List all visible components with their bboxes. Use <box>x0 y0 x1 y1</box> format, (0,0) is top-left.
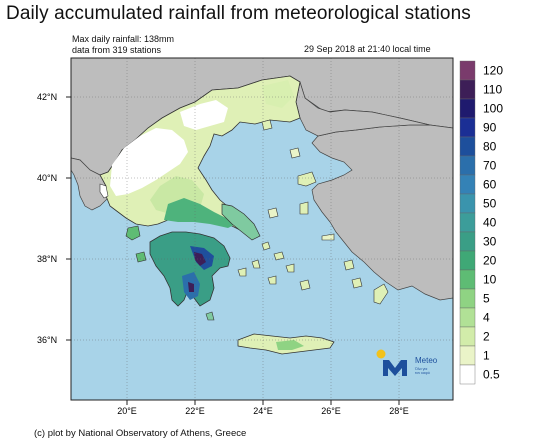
lat-label-38: 38°N <box>37 254 57 264</box>
legend-swatch-50 <box>459 193 476 214</box>
east-thrace-land <box>295 81 431 137</box>
legend-swatch-1 <box>459 345 476 366</box>
legend-swatch-120 <box>459 60 476 81</box>
dodecanese-1 <box>343 259 355 271</box>
legend-label-4: 4 <box>483 311 490 325</box>
rainfall-legend: 120 110 100 90 80 70 60 50 40 30 20 10 5 4 2 1 0.5 <box>459 60 503 385</box>
legend-label-20: 20 <box>483 254 497 268</box>
legend-swatch-80 <box>459 136 476 157</box>
legend-label-120: 120 <box>483 64 503 78</box>
legend-label-10: 10 <box>483 273 497 287</box>
legend-label-2: 2 <box>483 330 490 344</box>
timestamp-text: 29 Sep 2018 at 21:40 local time <box>304 44 431 54</box>
cyclades-3 <box>285 263 295 273</box>
legend-swatch-100 <box>459 98 476 119</box>
chios-island <box>299 201 309 215</box>
lat-label-42: 42°N <box>37 92 57 102</box>
lat-label-36: 36°N <box>37 335 57 345</box>
legend-swatch-70 <box>459 155 476 176</box>
lesvos-island <box>297 171 317 187</box>
logo-name: Meteo <box>415 356 438 365</box>
legend-swatch-2 <box>459 326 476 347</box>
rhodes-island <box>373 283 389 305</box>
lon-label-20: 20°E <box>117 406 137 416</box>
lemnos-island <box>289 147 301 159</box>
legend-label-40: 40 <box>483 216 497 230</box>
map-frame <box>70 57 454 401</box>
cyclades-4 <box>251 259 261 269</box>
crete-rain-zone <box>276 340 304 350</box>
credit-text: (c) plot by National Observatory of Athe… <box>34 428 247 439</box>
legend-label-90: 90 <box>483 121 497 135</box>
station-count-text: data from 319 stations <box>72 45 162 55</box>
dry-zone-north <box>180 100 228 130</box>
albania-land <box>71 157 109 211</box>
lon-label-26: 26°E <box>321 406 341 416</box>
max-rainfall-text: Max daily rainfall: 138mm <box>72 34 175 44</box>
legend-swatch-60 <box>459 174 476 195</box>
lat-label-40: 40°N <box>37 173 57 183</box>
graticule <box>71 58 453 400</box>
legend-label-70: 70 <box>483 159 497 173</box>
greece-mainland <box>99 75 301 233</box>
legend-swatch-4 <box>459 307 476 328</box>
legend-swatch-0.5 <box>459 364 476 385</box>
legend-swatch-30 <box>459 231 476 252</box>
peloponnese <box>149 231 231 307</box>
peloponnese-south-peak <box>188 282 194 292</box>
chart-title: Daily accumulated rainfall from meteorol… <box>6 3 471 24</box>
thrace-light-zone <box>262 80 294 108</box>
legend-swatch-5 <box>459 288 476 309</box>
legend-swatch-20 <box>459 250 476 271</box>
cyclades-7 <box>237 267 247 277</box>
legend-label-1: 1 <box>483 349 490 363</box>
corfu-island <box>99 183 109 199</box>
legend-swatch-90 <box>459 117 476 138</box>
logo-sun-icon <box>376 349 386 359</box>
cyclades-6 <box>299 279 311 291</box>
legend-swatch-10 <box>459 269 476 290</box>
legend-swatch-40 <box>459 212 476 233</box>
zakynthos-island <box>135 251 147 263</box>
cyclades-1 <box>261 241 271 251</box>
legend-swatch-110 <box>459 79 476 100</box>
meteo-logo: Meteo Όλα για τον καιρό <box>376 349 438 376</box>
logo-tagline-1: Όλα για <box>414 367 427 371</box>
legend-label-60: 60 <box>483 178 497 192</box>
longitude-axis <box>126 400 400 405</box>
lon-label-28: 28°E <box>389 406 409 416</box>
dry-zone-northwest <box>110 128 188 196</box>
legend-label-30: 30 <box>483 235 497 249</box>
dodecanese-2 <box>351 277 363 289</box>
lon-label-22: 22°E <box>185 406 205 416</box>
logo-tagline-2: τον καιρό <box>415 371 430 375</box>
thasos-island <box>261 119 273 131</box>
legend-label-0.5: 0.5 <box>483 368 500 382</box>
skyros-island <box>267 207 279 219</box>
cyclades-2 <box>273 251 285 261</box>
latitude-axis <box>66 96 71 341</box>
legend-label-5: 5 <box>483 292 490 306</box>
cyclades-5 <box>267 275 277 285</box>
legend-label-100: 100 <box>483 102 503 116</box>
logo-m-icon <box>383 360 407 376</box>
legend-label-50: 50 <box>483 197 497 211</box>
legend-label-110: 110 <box>483 83 502 97</box>
euboea-island <box>221 203 261 241</box>
kefalonia-island <box>125 225 141 241</box>
lon-label-24: 24°E <box>253 406 273 416</box>
legend-label-80: 80 <box>483 140 497 154</box>
kythira-island <box>205 311 215 321</box>
moderate-rain-zone <box>164 198 236 228</box>
